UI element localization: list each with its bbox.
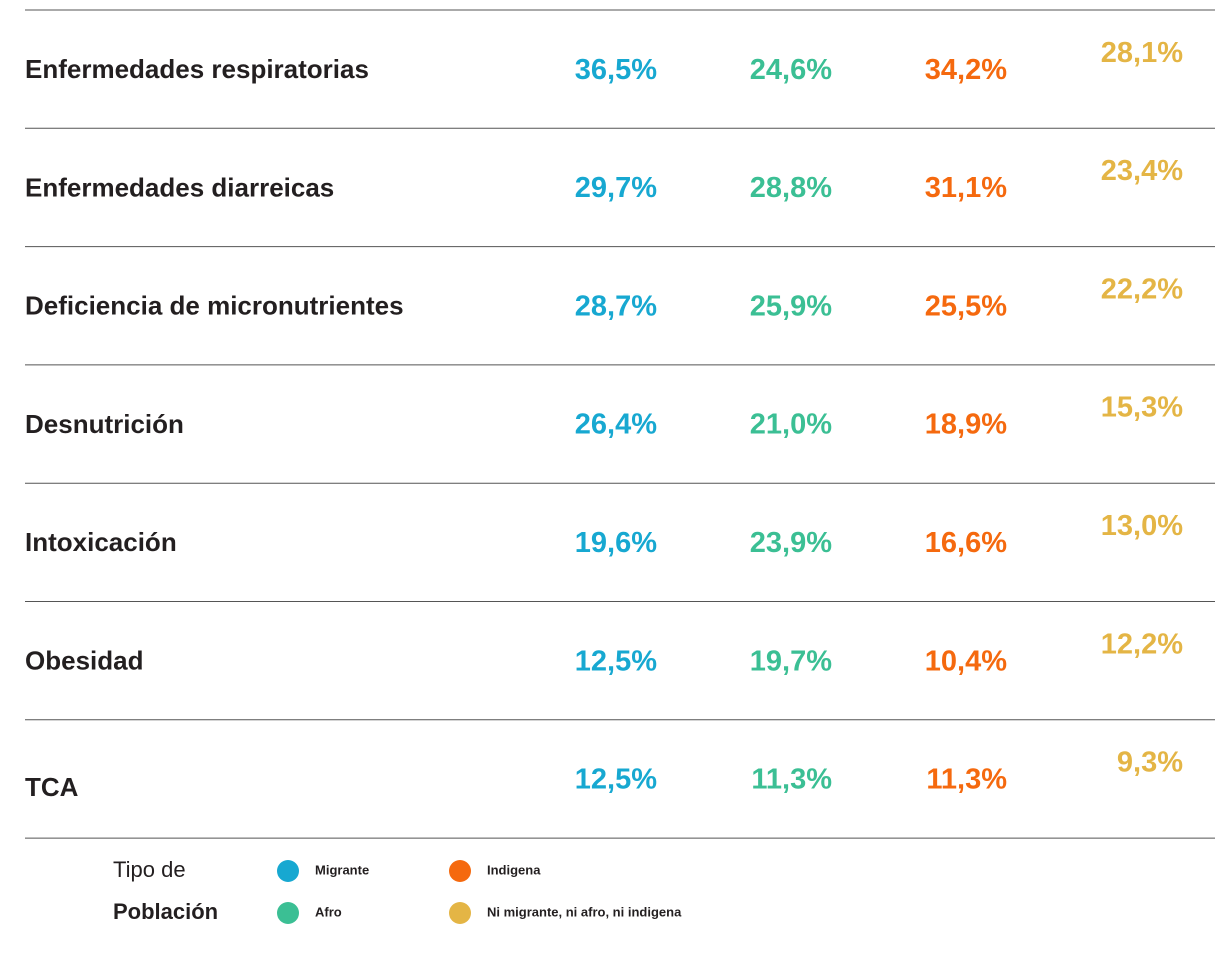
legend-label: Ni migrante, ni afro, ni indigena bbox=[487, 904, 682, 919]
legend-title: Tipo de bbox=[113, 857, 186, 882]
value: 25,9% bbox=[750, 290, 832, 322]
legend-label: Indigena bbox=[487, 862, 541, 877]
value: 23,4% bbox=[1101, 155, 1183, 187]
value: 12,2% bbox=[1101, 628, 1183, 660]
value: 19,7% bbox=[750, 645, 832, 677]
legend-label: Afro bbox=[315, 904, 342, 919]
value: 36,5% bbox=[575, 54, 657, 86]
value: 19,6% bbox=[575, 527, 657, 559]
row-label: Desnutrición bbox=[25, 409, 184, 439]
value: 23,9% bbox=[750, 527, 832, 559]
value: 12,5% bbox=[575, 645, 657, 677]
value: 28,8% bbox=[750, 172, 832, 204]
row-label: Deficiencia de micronutrientes bbox=[25, 291, 404, 321]
value: 13,0% bbox=[1101, 510, 1183, 542]
value: 24,6% bbox=[750, 54, 832, 86]
value: 25,5% bbox=[925, 290, 1007, 322]
value: 22,2% bbox=[1101, 273, 1183, 305]
value: 31,1% bbox=[925, 172, 1007, 204]
value: 21,0% bbox=[750, 409, 832, 441]
legend-swatch bbox=[449, 902, 471, 924]
value: 28,7% bbox=[575, 290, 657, 322]
legend-swatch bbox=[449, 860, 471, 882]
row-label: Intoxicación bbox=[25, 527, 177, 557]
legend-swatch bbox=[277, 902, 299, 924]
value: 18,9% bbox=[925, 409, 1007, 441]
value: 10,4% bbox=[925, 645, 1007, 677]
value: 11,3% bbox=[751, 764, 832, 796]
value: 15,3% bbox=[1101, 392, 1183, 424]
value: 26,4% bbox=[575, 409, 657, 441]
legend-swatch bbox=[277, 860, 299, 882]
row-label: Obesidad bbox=[25, 646, 143, 676]
value: 34,2% bbox=[925, 54, 1007, 86]
value: 9,3% bbox=[1117, 747, 1183, 779]
row-label: Enfermedades diarreicas bbox=[25, 172, 334, 202]
row-label: TCA bbox=[25, 772, 79, 802]
value: 16,6% bbox=[925, 527, 1007, 559]
legend-title: Población bbox=[113, 899, 218, 924]
legend-label: Migrante bbox=[315, 862, 369, 877]
row-label: Enfermedades respiratorias bbox=[25, 54, 369, 84]
value: 28,1% bbox=[1101, 37, 1183, 69]
value: 12,5% bbox=[575, 764, 657, 796]
value: 29,7% bbox=[575, 172, 657, 204]
value: 11,3% bbox=[926, 764, 1007, 796]
